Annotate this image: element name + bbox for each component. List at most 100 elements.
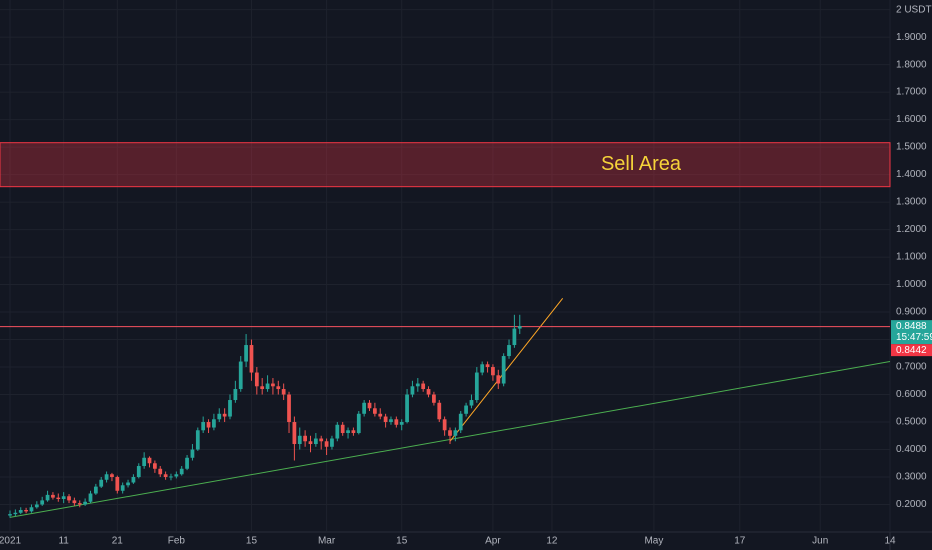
- price-tag-label: 0.8488: [896, 321, 927, 332]
- y-tick-label: 1.3000: [896, 197, 927, 208]
- candle: [313, 433, 318, 447]
- candle: [442, 416, 447, 436]
- x-tick-label: Mar: [318, 536, 336, 547]
- candle: [480, 361, 485, 376]
- candle: [405, 389, 409, 424]
- candle: [303, 430, 307, 447]
- candle-body: [415, 383, 420, 387]
- candle-body: [13, 512, 18, 515]
- candle: [217, 408, 222, 423]
- x-tick-label: 21: [112, 536, 124, 547]
- candle: [453, 427, 458, 442]
- candle: [13, 509, 18, 517]
- candle: [195, 427, 200, 451]
- candle: [399, 419, 404, 431]
- candle: [233, 380, 238, 403]
- candle-body: [458, 413, 463, 431]
- candle-body: [233, 389, 238, 401]
- candle: [501, 353, 506, 387]
- y-tick-label: 1.9000: [896, 32, 927, 43]
- candle: [346, 427, 350, 439]
- candle-body: [93, 486, 98, 494]
- candle: [491, 364, 495, 381]
- candle-body: [51, 494, 55, 498]
- candle: [271, 378, 275, 395]
- candle: [458, 411, 463, 434]
- candle-body: [464, 405, 468, 414]
- candle: [29, 504, 34, 513]
- candle-body: [40, 500, 45, 505]
- candle-body: [287, 394, 291, 423]
- candle: [131, 474, 136, 484]
- candle-body: [18, 510, 23, 513]
- candle: [153, 460, 157, 473]
- candle-body: [244, 345, 248, 362]
- candle-body: [480, 364, 485, 373]
- candle: [40, 496, 45, 506]
- candle-body: [448, 430, 452, 436]
- y-tick-label: 1.5000: [896, 142, 927, 153]
- candle: [93, 483, 98, 495]
- candle-body: [195, 430, 200, 450]
- candle-body: [29, 507, 34, 512]
- candle-body: [104, 474, 109, 480]
- candle: [136, 463, 141, 479]
- candle-body: [432, 394, 436, 403]
- candle-body: [271, 383, 275, 387]
- candle: [330, 435, 334, 450]
- x-tick-label: 2021: [0, 536, 22, 547]
- candle-body: [217, 413, 222, 420]
- candle-body: [201, 422, 206, 431]
- candle-body: [351, 430, 356, 434]
- y-tick-label: 1.8000: [896, 59, 927, 70]
- candle: [110, 472, 114, 482]
- candle: [88, 490, 93, 504]
- candle-body: [126, 482, 130, 486]
- candle: [496, 369, 501, 390]
- y-tick-label: 0.9000: [896, 307, 927, 318]
- candle: [61, 492, 66, 504]
- candle: [276, 380, 281, 395]
- candle-body: [163, 474, 168, 478]
- candle-body: [61, 496, 66, 500]
- candle-body: [313, 438, 318, 445]
- candle: [142, 452, 147, 469]
- trendline: [449, 297, 564, 442]
- candle-body: [491, 367, 495, 376]
- candle-body: [276, 386, 281, 390]
- candle-body: [249, 345, 254, 373]
- candle: [394, 416, 399, 428]
- candle: [378, 408, 383, 420]
- candle-body: [324, 441, 329, 447]
- candle: [163, 471, 168, 480]
- candle: [383, 413, 388, 428]
- candle-body: [410, 386, 415, 395]
- candle: [77, 500, 82, 508]
- price-tag: [891, 344, 932, 357]
- candle: [56, 493, 61, 502]
- candle: [389, 416, 393, 425]
- candle: [448, 427, 452, 445]
- candle: [83, 498, 87, 506]
- candle-body: [512, 328, 517, 346]
- candle-body: [67, 496, 71, 501]
- candle: [249, 339, 254, 381]
- candle: [324, 438, 329, 456]
- candle-body: [34, 504, 39, 508]
- candle: [104, 471, 109, 483]
- y-tick-label: 1.4000: [896, 169, 927, 180]
- y-tick-label: 1.7000: [896, 87, 927, 98]
- candle-body: [292, 422, 297, 445]
- candle: [335, 422, 340, 442]
- candle-body: [212, 419, 216, 428]
- candle-body: [190, 449, 195, 458]
- candle-body: [45, 494, 50, 501]
- candle: [373, 402, 377, 417]
- candle: [8, 510, 12, 518]
- x-tick-label: Feb: [168, 536, 186, 547]
- candle: [432, 391, 436, 406]
- price-tag-label: 0.8442: [896, 345, 927, 356]
- candle: [281, 383, 286, 401]
- candle-body: [367, 402, 372, 409]
